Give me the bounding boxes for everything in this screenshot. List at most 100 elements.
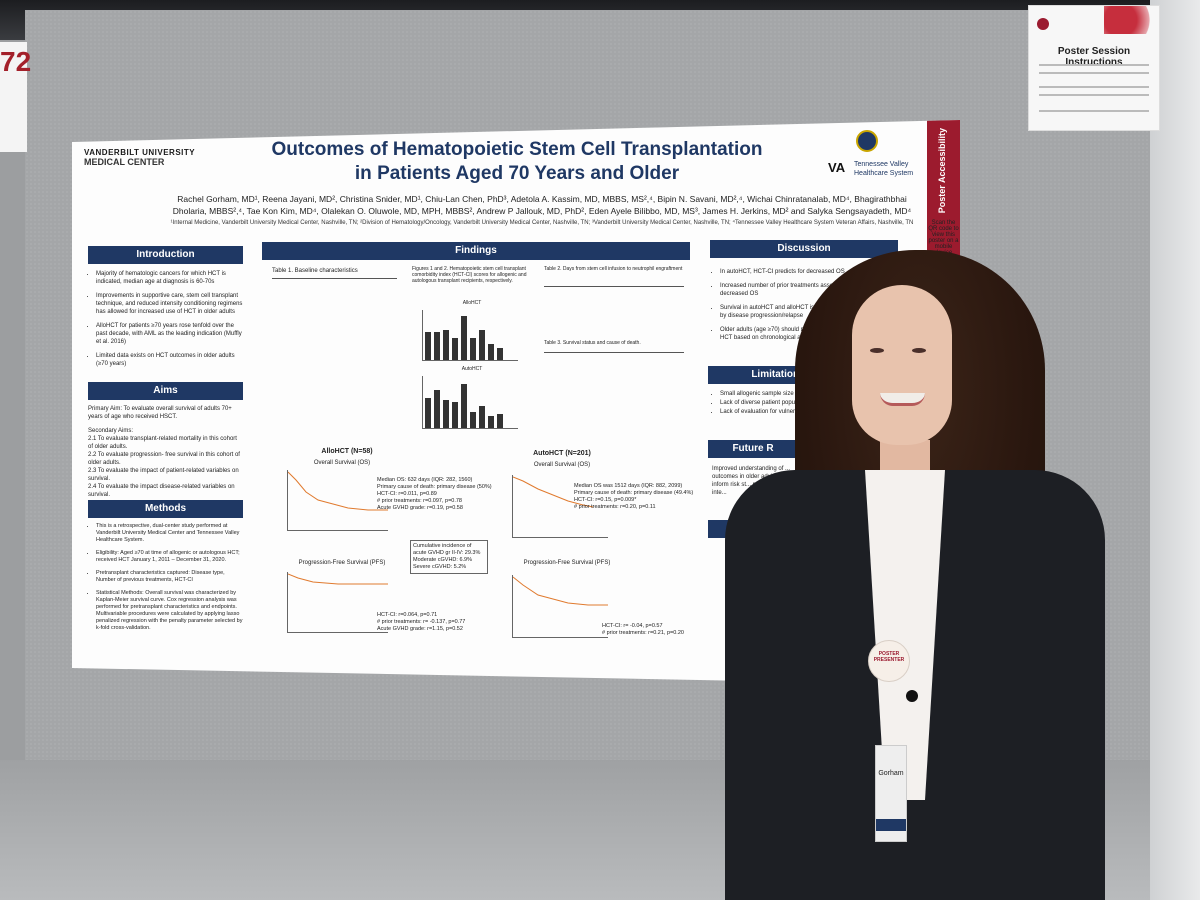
instructions-line [1039, 72, 1149, 74]
auto-os-stats: Median OS was 1512 days (IQR: 882, 2099)… [574, 483, 694, 511]
stat-line: # prior treatments: r=0.097, p=0.78 [377, 498, 462, 504]
pin-text: POSTER PRESENTER [873, 651, 905, 663]
discussion-bullet: Increased number of prior treatments ass… [720, 282, 862, 298]
intro-bullet: Majority of hematologic cancers for whic… [96, 270, 243, 286]
chart-bar [497, 414, 503, 428]
discussion-header: Discussion [710, 240, 898, 258]
allo-title: AlloHCT (N=58) [321, 448, 373, 455]
aims-secondary-item: 2.1 To evaluate transplant-related morta… [88, 436, 237, 450]
allo-hctci-chart [422, 310, 518, 361]
authors: Rachel Gorham, MD¹, Reena Jayani, MD², C… [172, 194, 912, 216]
stat-line: Median OS was 1512 days (IQR: 882, 2099) [574, 483, 683, 489]
stat-line: HCT-CI: r=0.011, p=0.89 [377, 491, 437, 497]
badge-stripe [876, 819, 906, 831]
aims-secondary-item: 2.3 To evaluate the impact of patient-re… [88, 468, 239, 482]
smile [880, 393, 925, 406]
auto-os-label: Overall Survival (OS) [533, 462, 591, 468]
chart-bar [425, 398, 431, 428]
fig2-label: AutoHCT [461, 366, 483, 372]
figure-caption: Figures 1 and 2. Hematopoietic stem cell… [412, 266, 527, 284]
auto-pfs-km-chart [512, 575, 608, 638]
table3-caption: Table 3. Survival status and cause of de… [544, 340, 641, 346]
instructions-title: Poster Session Instructions [1057, 46, 1131, 68]
allo-pfs-stats: HCT-CI: r=0.064, p=0.71 # prior treatmen… [377, 612, 497, 633]
methods-header: Methods [88, 500, 243, 518]
instructions-line [1039, 110, 1149, 112]
auto-os-km-chart [512, 475, 608, 538]
chart-bar [452, 338, 458, 360]
discussion-bullet: Older adults (age ≥70) should not be pre… [720, 326, 862, 342]
auto-pfs-label: Progression-Free Survival (PFS) [523, 560, 611, 566]
gvhd-line: Moderate cGVHD: 6.9% [413, 557, 472, 563]
intro-text: Majority of hematologic cancers for whic… [88, 270, 243, 374]
stat-line: Primary cause of death: primary disease … [377, 484, 492, 490]
chart-bar [443, 330, 449, 360]
stat-line: HCT-CI: r= -0.04, p=0.57 [602, 623, 663, 629]
chart-bar [425, 332, 431, 360]
methods-bullet: This is a retrospective, dual-center stu… [96, 523, 243, 544]
methods-bullet: Pretransplant characteristics captured: … [96, 570, 243, 584]
limitations-bullet: Lack of diverse patient population [720, 399, 852, 407]
title-line2: in Patients Aged 70 Years and Older [354, 163, 680, 184]
instructions-line [1039, 86, 1149, 88]
engraftment-table [544, 286, 684, 327]
chart-bar [488, 344, 494, 360]
stat-line: # prior treatments: r=0.21, p=0.20 [602, 630, 684, 636]
fig1-label: AlloHCT [462, 300, 482, 306]
va-text: Tennessee Valley Healthcare System [854, 160, 934, 178]
presenter-pin: POSTER PRESENTER [868, 640, 910, 682]
allo-os-label: Overall Survival (OS) [313, 460, 371, 466]
aims-secondary-item: 2.2 To evaluate progression- free surviv… [88, 452, 240, 466]
badge-name: Gorham [878, 770, 904, 777]
stat-line: # prior treatments: r=0.20, p=0.11 [574, 504, 656, 510]
stat-line: Acute GVHD grade: r=1.15, p=0.52 [377, 626, 463, 632]
intro-bullet: AlloHCT for patients ≥70 years rose tenf… [96, 322, 243, 346]
va-label: VA [828, 160, 846, 175]
chart-bar [461, 316, 467, 360]
allo-pfs-label: Progression-Free Survival (PFS) [298, 560, 386, 566]
instructions-line [1039, 94, 1149, 96]
km-curve [513, 576, 608, 606]
baseline-table [272, 278, 397, 439]
face [852, 285, 952, 445]
chart-bar [497, 348, 503, 360]
chart-bar [479, 330, 485, 360]
allo-pfs-km-chart [287, 572, 388, 633]
aims-primary: Primary Aim: To evaluate overall surviva… [88, 406, 232, 420]
poster-number: 72 [0, 46, 32, 77]
va-line2: Healthcare System [854, 170, 914, 177]
affiliations: ¹Internal Medicine, Vanderbilt Universit… [170, 220, 914, 226]
allo-os-km-chart [287, 470, 388, 531]
allo-os-stats: Median OS: 632 days (IQR: 282, 1560) Pri… [377, 477, 497, 512]
chart-bar [452, 402, 458, 428]
vanderbilt-logo: VANDERBILT UNIVERSITY MEDICAL CENTER [84, 148, 204, 167]
auto-pfs-stats: HCT-CI: r= -0.04, p=0.57 # prior treatme… [602, 623, 712, 637]
table1-caption: Table 1. Baseline characteristics [272, 268, 358, 274]
poster-title: Outcomes of Hematopoietic Stem Cell Tran… [222, 138, 812, 186]
chart-bar [443, 400, 449, 428]
chart-bar [470, 412, 476, 428]
va-seal-icon [856, 130, 878, 152]
intro-bullet: Improvements in supportive care, stem ce… [96, 292, 243, 316]
findings-header: Findings [262, 242, 690, 260]
right-eye [912, 348, 926, 353]
km-curve [513, 476, 594, 508]
limitations-text: Small allogenic sample size Lack of dive… [712, 390, 852, 417]
stat-line: Acute GVHD grade: r=0.19, p=0.58 [377, 505, 463, 511]
instructions-line [1039, 64, 1149, 66]
chart-bar [470, 338, 476, 360]
stat-line: Median OS: 632 days (IQR: 282, 1560) [377, 477, 473, 483]
auto-hctci-chart [422, 376, 518, 429]
instructions-card: Poster Session Instructions [1028, 5, 1160, 131]
right-wall [1150, 0, 1200, 900]
vanderbilt-line2: MEDICAL CENTER [84, 157, 165, 167]
intro-header: Introduction [88, 246, 243, 264]
aims-secondary-item: 2.4 To evaluate the impact disease-relat… [88, 484, 235, 498]
methods-bullet: Eligibility: Aged ≥70 at time of allogen… [96, 550, 243, 564]
discussion-text: In autoHCT, HCT-CI predicts for decrease… [712, 268, 862, 348]
stat-line: # prior treatments: r= -0.137, p=0.77 [377, 619, 466, 625]
methods-bullet: Statistical Methods: Overall survival wa… [96, 590, 243, 632]
discussion-bullet: Survival in autoHCT and alloHCT is prima… [720, 304, 862, 320]
blazer-button [906, 690, 918, 702]
stat-line: HCT-CI: r=0.15, p=0.009* [574, 497, 637, 503]
